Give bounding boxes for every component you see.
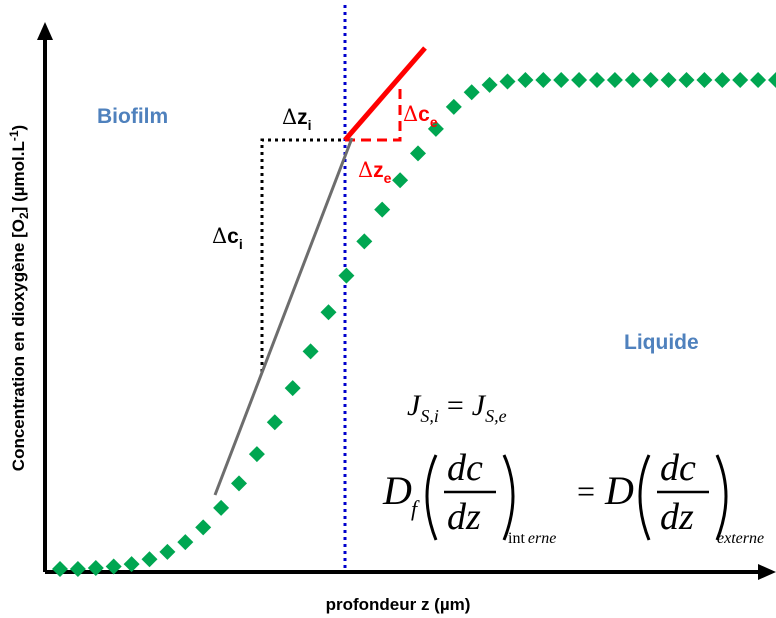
concentration-marker xyxy=(535,72,552,88)
concentration-marker xyxy=(696,72,713,88)
svg-text:D: D xyxy=(604,468,634,513)
svg-text:D: D xyxy=(382,468,412,513)
concentration-markers xyxy=(52,72,776,577)
x-axis-arrow xyxy=(758,564,776,580)
external-tangent-line xyxy=(343,46,427,142)
concentration-marker xyxy=(105,558,122,575)
concentration-marker xyxy=(284,380,301,397)
svg-text:dc: dc xyxy=(660,447,696,489)
concentration-marker xyxy=(427,120,444,137)
svg-text:dz: dz xyxy=(447,496,481,538)
external-delta-guide xyxy=(345,88,402,142)
y-axis-title: Concentration en dioxygène [O2] (µmol.L-… xyxy=(7,125,31,471)
concentration-marker xyxy=(571,72,588,88)
concentration-marker xyxy=(714,72,731,88)
concentration-marker xyxy=(463,84,480,101)
svg-text:dc: dc xyxy=(447,447,483,489)
concentration-marker xyxy=(642,72,659,88)
y-axis-arrow xyxy=(37,22,53,40)
concentration-marker xyxy=(87,560,104,577)
concentration-marker xyxy=(750,72,767,88)
flux-equality-equation: JS,i = JS,e xyxy=(407,389,507,426)
concentration-marker xyxy=(410,145,426,162)
svg-text:dz: dz xyxy=(660,496,694,538)
concentration-marker xyxy=(481,76,498,93)
concentration-marker xyxy=(213,499,230,516)
concentration-marker xyxy=(606,72,623,88)
concentration-marker xyxy=(624,72,641,88)
flux-gradient-equation: D f dc dz int erne = D dc dz externe xyxy=(382,447,764,547)
concentration-marker xyxy=(266,414,283,431)
concentration-marker xyxy=(445,98,462,115)
concentration-marker xyxy=(768,72,776,88)
svg-text:f: f xyxy=(411,496,420,521)
concentration-marker xyxy=(52,561,68,577)
concentration-marker xyxy=(177,534,194,551)
concentration-marker xyxy=(392,172,409,189)
concentration-marker xyxy=(678,72,695,88)
svg-text:externe: externe xyxy=(717,530,764,547)
internal-tangent-line xyxy=(213,137,354,496)
concentration-marker xyxy=(660,72,677,88)
concentration-marker xyxy=(338,267,355,284)
concentration-marker xyxy=(589,72,605,88)
x-axis-title: profondeur z (µm) xyxy=(326,595,471,614)
delta-z-internal-label: Δzi xyxy=(282,105,312,133)
delta-c-internal-label: Δci xyxy=(212,224,243,252)
concentration-marker xyxy=(159,543,176,560)
liquide-label: Liquide xyxy=(624,331,699,354)
concentration-marker xyxy=(123,556,140,573)
delta-c-external-label: Δce xyxy=(403,102,438,130)
concentration-marker xyxy=(374,201,391,218)
concentration-marker xyxy=(248,446,265,463)
concentration-marker xyxy=(69,561,86,577)
svg-text:=: = xyxy=(577,473,595,509)
internal-delta-guide xyxy=(260,138,345,372)
concentration-marker xyxy=(732,72,749,88)
concentration-marker xyxy=(517,72,534,88)
concentration-marker xyxy=(141,551,158,568)
concentration-marker xyxy=(499,73,516,90)
concentration-marker xyxy=(320,304,337,321)
concentration-marker xyxy=(356,233,373,250)
concentration-marker xyxy=(195,519,212,536)
biofilm-label: Biofilm xyxy=(97,105,168,128)
concentration-marker xyxy=(553,72,570,88)
concentration-marker xyxy=(302,343,319,360)
concentration-marker xyxy=(231,475,247,492)
delta-z-external-label: Δze xyxy=(358,158,392,186)
